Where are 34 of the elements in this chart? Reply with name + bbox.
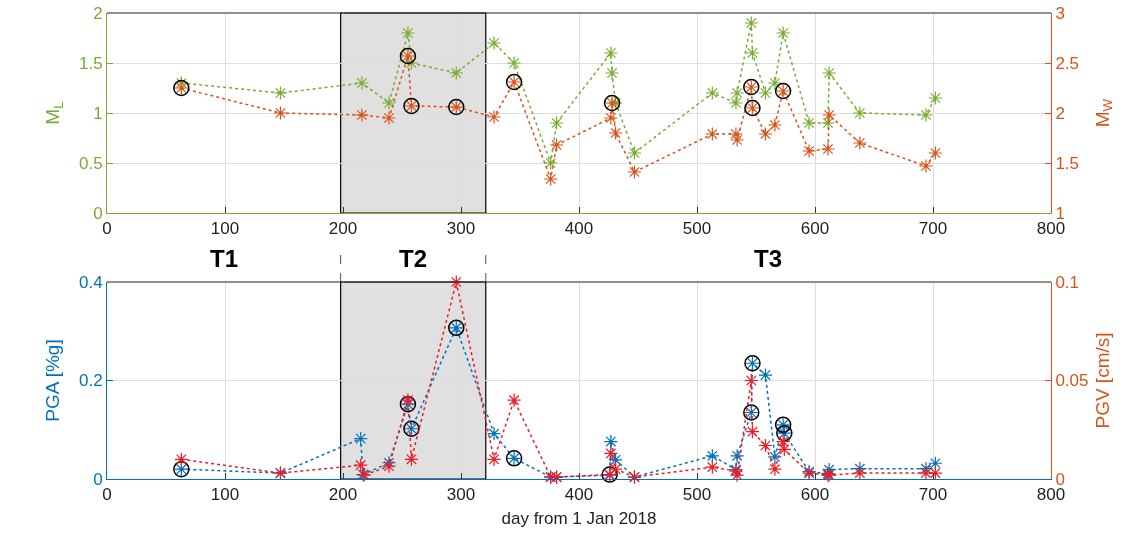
x-tick-label: 600 (800, 485, 830, 505)
x-axis-title: day from 1 Jan 2018 (501, 508, 657, 528)
y2-tick-label: 2.5 (1055, 53, 1080, 73)
y2-tick-label: 2 (1055, 103, 1065, 123)
x-tick-label: 100 (210, 485, 240, 505)
y-tick-label: 0.5 (78, 153, 103, 173)
y-tick-label: 0.4 (78, 272, 103, 292)
x-tick-label: 700 (918, 219, 948, 239)
y-tick-label: 0 (93, 203, 103, 223)
y-axis-title: PGA [%g] (42, 339, 63, 422)
x-tick-label: 200 (328, 219, 358, 239)
y2-axis-title: PGV [cm/s] (1091, 332, 1113, 429)
x-tick-label: 400 (564, 219, 594, 239)
x-tick-label: 500 (682, 219, 712, 239)
y2-tick-label: 0.1 (1055, 272, 1080, 292)
x-tick-label: 200 (328, 485, 358, 505)
x-tick-label: 100 (210, 219, 240, 239)
text: T2 (399, 245, 428, 272)
y-tick-label: 1.5 (78, 53, 103, 73)
x-tick-label: 600 (800, 219, 830, 239)
x-tick-label: 500 (682, 485, 712, 505)
y-tick-label: 0 (93, 469, 103, 489)
x-tick-label: 300 (446, 219, 476, 239)
x-tick-label: 400 (564, 485, 594, 505)
y2-tick-label: 1.5 (1055, 153, 1080, 173)
y2-tick-label: 0.05 (1055, 371, 1089, 391)
y2-tick-label: 3 (1055, 3, 1065, 23)
text: T1 (210, 245, 239, 272)
y-tick-label: 0.2 (78, 371, 103, 391)
x-tick-label: 300 (446, 485, 476, 505)
x-tick-label: 700 (918, 485, 948, 505)
y-tick-label: 1 (93, 103, 103, 123)
text: T3 (754, 245, 783, 272)
y-tick-label: 2 (93, 3, 103, 23)
